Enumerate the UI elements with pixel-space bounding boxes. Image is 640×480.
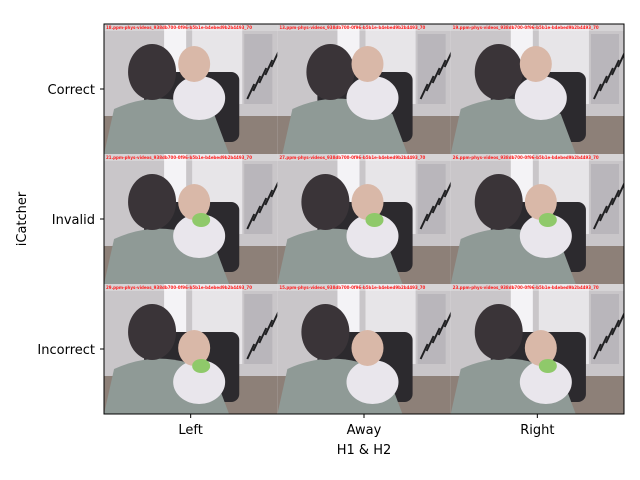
image-cell: 27.ppm-phys-videos_938db700-0f96-b5b1e-b… [277,154,453,284]
stair-railing [419,181,453,230]
baby-body [519,360,572,404]
baby-head [351,46,384,82]
x-tick-label: Away [347,423,382,438]
x-tick-label: Left [178,423,202,438]
adult-head [301,174,350,230]
stair-railing [246,181,280,230]
cell-caption: 27.ppm-phys-videos_938db700-0f96-b5b1e-b… [279,155,425,160]
baby-body [173,76,226,120]
toy [538,359,557,373]
image-cell: 13.ppm-phys-videos_938db700-0f96-b5b1e-b… [277,24,453,154]
y-tick-label: Invalid [52,213,95,228]
adult-head [301,304,350,360]
y-axis: Correct Invalid Incorrect [37,83,104,358]
adult-head [474,304,523,360]
stair-railing [246,51,280,100]
caption-strip [104,154,278,161]
image-cell: 18.ppm-phys-videos_938db700-0f96-b5b1e-b… [104,24,280,154]
adult-head [474,174,523,230]
image-cell: 29.ppm-phys-videos_938db700-0f96-b5b1e-b… [104,284,280,414]
caption-strip [277,284,451,291]
cell-caption: 13.ppm-phys-videos_938db700-0f96-b5b1e-b… [279,25,425,30]
baby-body [173,360,226,404]
caption-strip [450,24,624,31]
baby-head [351,330,384,366]
cell-caption: 18.ppm-phys-videos_938db700-0f96-b5b1e-b… [106,25,252,30]
baby-body [514,76,567,120]
caption-strip [277,24,451,31]
toy [538,213,557,227]
image-grid: 18.ppm-phys-videos_938db700-0f96-b5b1e-b… [104,24,624,414]
cell-caption: 26.ppm-phys-videos_938db700-0f96-b5b1e-b… [453,155,599,160]
caption-strip [104,24,278,31]
toy [192,213,211,227]
adult-head [128,174,177,230]
x-axis-label: H1 & H2 [337,443,392,458]
y-axis-label: iCatcher [15,191,30,246]
baby-body [346,360,399,404]
y-tick-label: Incorrect [37,343,95,358]
baby-body [346,76,399,120]
adult-head [128,44,177,100]
toy [365,213,384,227]
baby-head [351,184,384,220]
baby-head [178,184,211,220]
adult-head [128,304,177,360]
stair-railing [246,311,280,360]
baby-head [178,46,211,82]
baby-head [524,184,557,220]
baby-head [519,46,552,82]
y-tick-label: Correct [48,83,95,98]
image-cell: 19.ppm-phys-videos_938db700-0f96-b5b1e-b… [450,24,624,154]
image-cell: 15.ppm-phys-videos_938db700-0f96-b5b1e-b… [277,284,453,414]
stair-railing [419,311,453,360]
adult-head [306,44,355,100]
baby-head [178,330,211,366]
stair-railing [593,311,624,360]
adult-head [474,44,523,100]
image-cell: 26.ppm-phys-videos_938db700-0f96-b5b1e-b… [450,154,624,284]
cell-caption: 15.ppm-phys-videos_938db700-0f96-b5b1e-b… [279,285,425,290]
x-axis: Left Away Right [178,414,554,438]
baby-head [524,330,557,366]
baby-body [173,214,226,258]
image-cell: 21.ppm-phys-videos_938db700-0f96-b5b1e-b… [104,154,280,284]
x-tick-label: Right [520,423,554,438]
caption-strip [450,154,624,161]
baby-body [346,214,399,258]
caption-strip [450,284,624,291]
baby-body [519,214,572,258]
cell-caption: 21.ppm-phys-videos_938db700-0f96-b5b1e-b… [106,155,252,160]
image-cell: 23.ppm-phys-videos_938db700-0f96-b5b1e-b… [450,284,624,414]
caption-strip [277,154,451,161]
toy [192,359,211,373]
stair-railing [419,51,453,100]
caption-strip [104,284,278,291]
cell-caption: 29.ppm-phys-videos_938db700-0f96-b5b1e-b… [106,285,252,290]
cell-caption: 19.ppm-phys-videos_938db700-0f96-b5b1e-b… [453,25,599,30]
cell-caption: 23.ppm-phys-videos_938db700-0f96-b5b1e-b… [453,285,599,290]
